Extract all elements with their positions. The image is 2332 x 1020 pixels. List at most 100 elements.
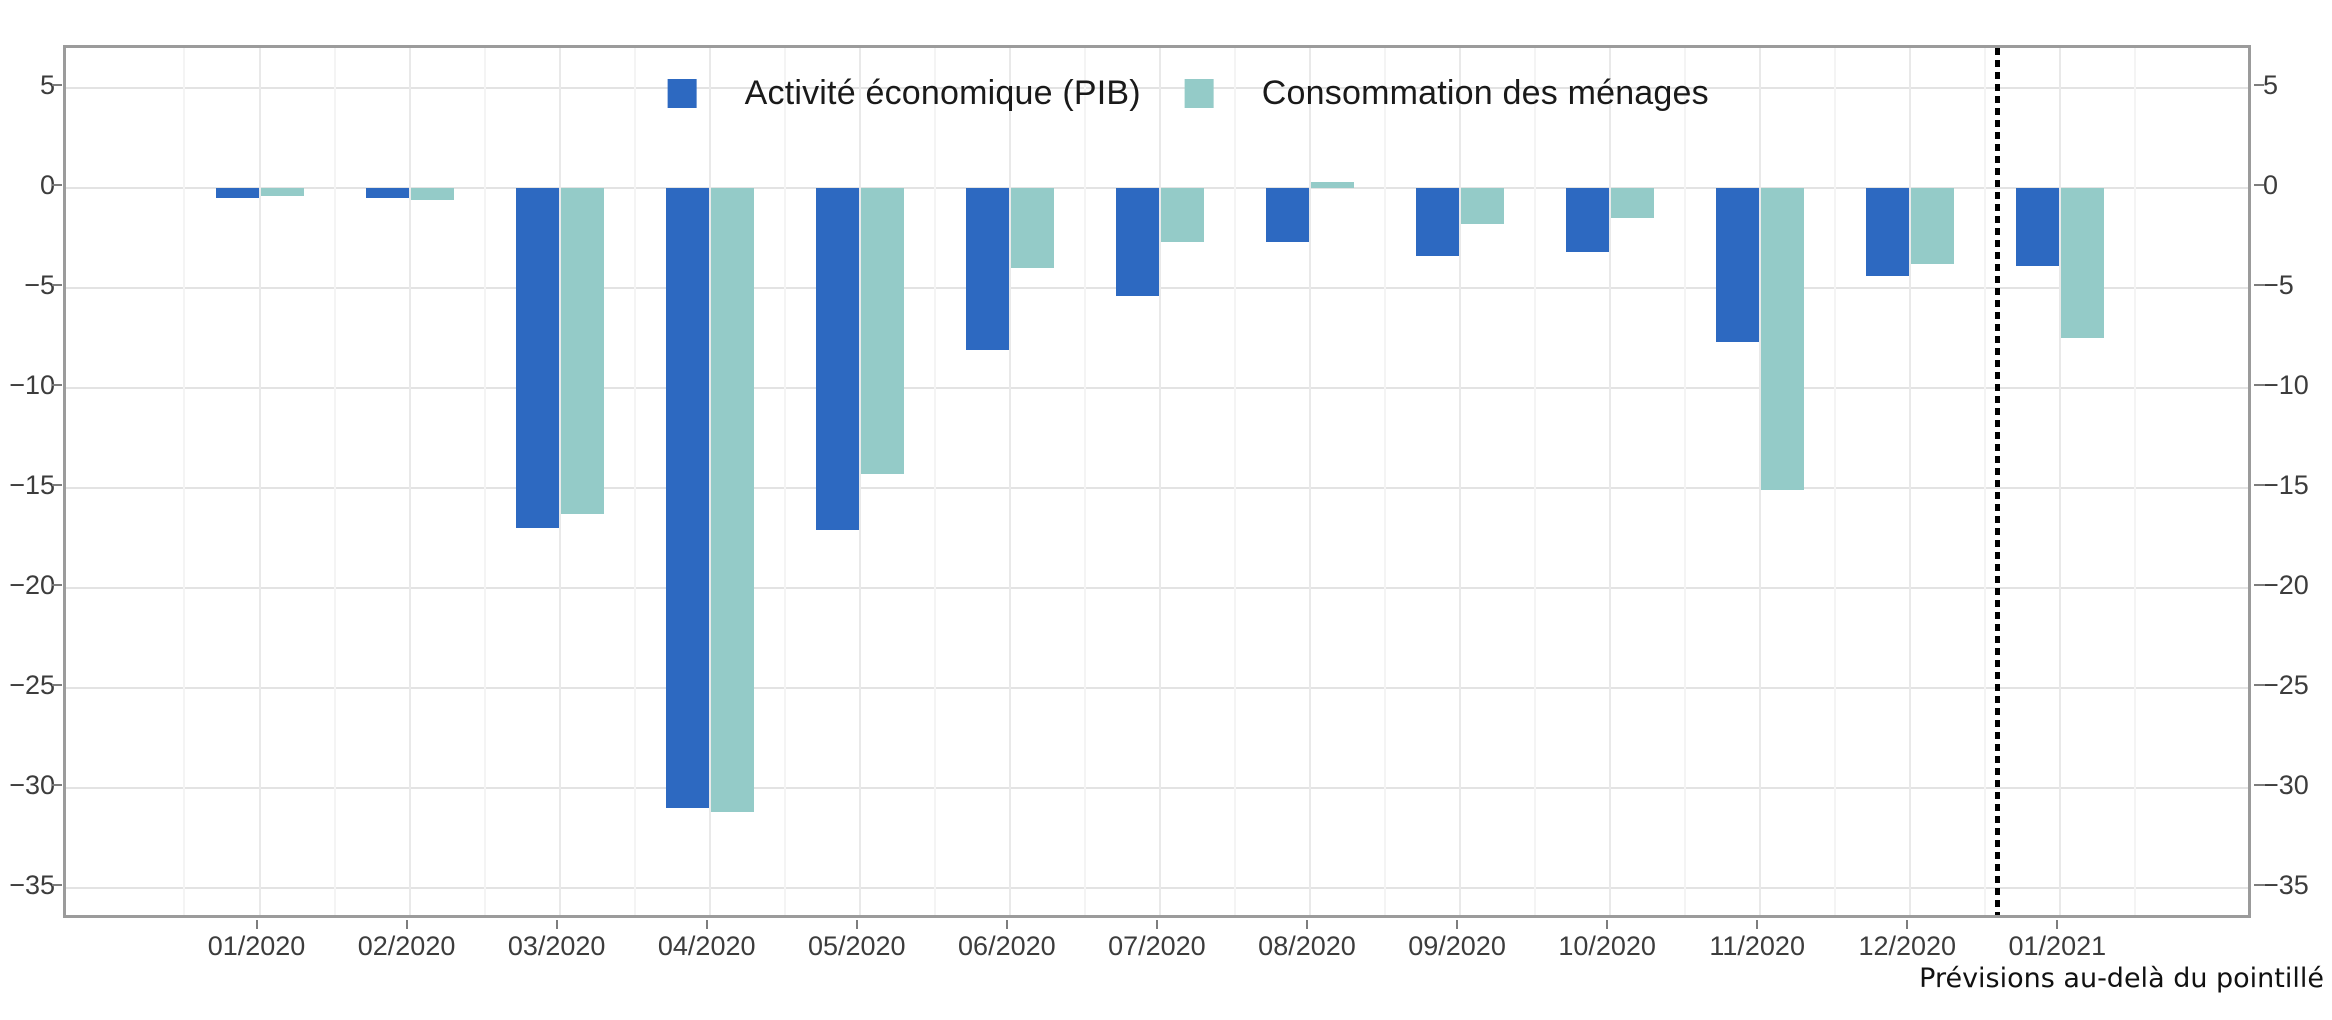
gridline-v [1609, 48, 1612, 915]
y-tick-label-right: −30 [2263, 770, 2309, 800]
gridline-v-minor [333, 48, 336, 915]
gridline-v-minor [933, 48, 936, 915]
x-tick-label: 08/2020 [1258, 931, 1356, 961]
x-tickmark [255, 920, 258, 929]
y-tickmark-right [2254, 84, 2264, 86]
x-tickmark [1606, 920, 1609, 929]
gridline-h [66, 387, 2248, 389]
y-tickmark-left [52, 184, 62, 186]
y-tick-label-right: −20 [2263, 570, 2309, 600]
x-tick-label: 11/2020 [1709, 931, 1805, 961]
bar-conso-11/2020 [1761, 188, 1805, 490]
bar-pib-02/2020 [365, 188, 409, 198]
bar-pib-10/2020 [1566, 188, 1610, 252]
forecast-dashed-line [1995, 48, 2000, 915]
bar-conso-04/2020 [710, 188, 754, 812]
gridline-v-minor [2134, 48, 2137, 915]
y-tickmark-right [2254, 384, 2264, 386]
gridline-v-minor [1384, 48, 1387, 915]
gridline-v-minor [633, 48, 636, 915]
x-tickmark [1005, 920, 1008, 929]
y-tickmark-right [2254, 684, 2264, 686]
gridline-h [66, 787, 2248, 789]
y-tick-label-left: −35 [9, 870, 55, 900]
x-tickmark [1906, 920, 1909, 929]
bar-pib-12/2020 [1866, 188, 1910, 276]
plot-panel: Activité économique (PIB) Consommation d… [63, 45, 2251, 918]
gridline-v-minor [783, 48, 786, 915]
y-tick-label-left: −25 [9, 670, 55, 700]
gridline-v [1759, 48, 1762, 915]
legend: Activité économique (PIB) Consommation d… [667, 74, 1709, 113]
y-tickmark-left [52, 584, 62, 586]
x-tick-label: 12/2020 [1858, 931, 1957, 961]
bar-pib-01/2020 [215, 188, 259, 198]
bar-conso-12/2020 [1911, 188, 1955, 264]
gridline-v [1459, 48, 1462, 915]
y-tick-label-left: −10 [9, 370, 55, 400]
bar-conso-08/2020 [1310, 182, 1354, 188]
y-tick-label-right: −5 [2263, 270, 2294, 300]
x-tick-label: 01/2020 [207, 931, 306, 961]
y-tick-label-right: −15 [2263, 470, 2309, 500]
y-tickmark-right [2254, 284, 2264, 286]
gridline-h [66, 887, 2248, 889]
y-tickmark-left [52, 784, 62, 786]
bar-conso-01/2020 [260, 188, 304, 196]
gridline-v [258, 48, 261, 915]
x-tick-label: 09/2020 [1408, 931, 1506, 961]
y-tickmark-right [2254, 484, 2264, 486]
y-tick-label-right: 5 [2263, 70, 2279, 100]
x-tickmark [855, 920, 858, 929]
y-tickmark-right [2254, 884, 2264, 886]
x-tick-label: 10/2020 [1558, 931, 1656, 961]
x-tick-label: 07/2020 [1108, 931, 1206, 961]
bar-pib-03/2020 [515, 188, 559, 528]
gridline-v [1909, 48, 1912, 915]
x-tick-label: 04/2020 [657, 931, 756, 961]
y-tickmark-left [52, 884, 62, 886]
bar-conso-03/2020 [560, 188, 604, 514]
y-tick-label-right: 0 [2263, 170, 2279, 200]
x-tickmark [1305, 920, 1308, 929]
y-tickmark-left [52, 684, 62, 686]
y-tickmark-right [2254, 184, 2264, 186]
y-tickmark-left [52, 284, 62, 286]
bar-conso-07/2020 [1160, 188, 1204, 242]
bar-conso-01/2021 [2061, 188, 2105, 338]
legend-label-conso: Consommation des ménages [1261, 74, 1709, 112]
forecast-caption: Prévisions au-delà du pointillé [1919, 963, 2324, 994]
bar-pib-01/2021 [2016, 188, 2060, 266]
y-tick-label-right: −35 [2263, 870, 2309, 900]
bar-pib-11/2020 [1716, 188, 1760, 342]
bar-pib-07/2020 [1115, 188, 1159, 296]
legend-swatch-conso [1184, 79, 1214, 108]
gridline-h [66, 487, 2248, 489]
bar-pib-04/2020 [665, 188, 709, 808]
bar-pib-09/2020 [1416, 188, 1460, 256]
y-tick-label-left: 0 [39, 170, 55, 200]
bar-conso-05/2020 [860, 188, 904, 474]
gridline-h [66, 687, 2248, 689]
gridline-v [1158, 48, 1161, 915]
legend-item-pib: Activité économique (PIB) [667, 74, 1141, 113]
x-tickmark [405, 920, 408, 929]
x-tickmark [705, 920, 708, 929]
x-tickmark [2056, 920, 2059, 929]
bar-pib-06/2020 [965, 188, 1009, 350]
gridline-v-minor [1984, 48, 1987, 915]
x-tick-label: 03/2020 [507, 931, 606, 961]
x-tick-label: 01/2021 [2008, 931, 2107, 961]
y-tickmark-left [52, 384, 62, 386]
gridline-v-minor [1233, 48, 1236, 915]
y-tick-label-left: −5 [24, 270, 55, 300]
x-tickmark [1155, 920, 1158, 929]
bar-conso-02/2020 [410, 188, 454, 200]
y-tickmark-left [52, 484, 62, 486]
x-tick-label: 02/2020 [357, 931, 456, 961]
gridline-v [858, 48, 861, 915]
gridline-v [2059, 48, 2062, 915]
gridline-v-minor [1684, 48, 1687, 915]
gridline-v-minor [1834, 48, 1837, 915]
